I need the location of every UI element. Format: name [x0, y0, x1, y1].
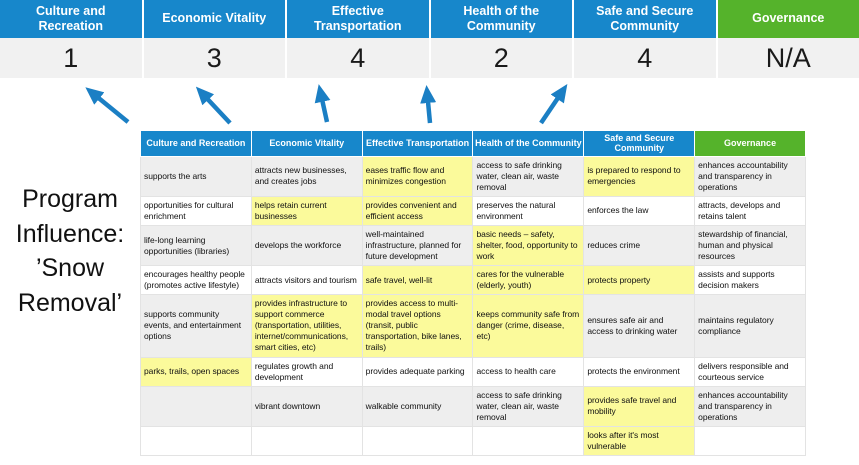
summary-score-economic-vitality: 3	[143, 38, 285, 78]
matrix-column-header-governance: Governance	[694, 130, 806, 157]
summary-score-health-of-the-community: 2	[430, 38, 572, 78]
influence-matrix: Culture and Recreation Economic Vitality E…	[140, 130, 806, 457]
arrow-to-safe-score	[539, 84, 568, 125]
matrix-cell	[472, 425, 585, 457]
matrix-cell: access to safe drinking water, clean air…	[472, 385, 585, 427]
summary-header-safe-and-secure-community: Safe and Secure Community	[574, 0, 716, 38]
matrix-cell: develops the workforce	[250, 224, 363, 267]
matrix-cell: eases traffic flow and minimizes congest…	[361, 155, 474, 197]
arrow-to-health-score	[420, 85, 437, 124]
matrix-column-header-health-of-the-community: Health of the Community	[472, 130, 585, 157]
matrix-cell: helps retain current businesses	[250, 195, 363, 226]
arrow-to-economic-score	[195, 86, 232, 125]
matrix-cell: life-long learning opportunities (librar…	[140, 224, 252, 267]
summary-score-culture-and-recreation: 1	[0, 38, 142, 78]
program-influence-label: Program Influence: ’Snow Removal’	[15, 185, 125, 317]
matrix-cell: attracts visitors and tourism	[250, 265, 363, 296]
matrix-cell: enhances accountability and transparency…	[694, 155, 806, 197]
influence-arrows	[85, 84, 568, 125]
matrix-row: supports the arts attracts new businesses…	[140, 155, 806, 197]
matrix-cell: opportunities for cultural enrichment	[140, 195, 252, 226]
matrix-cell: keeps community safe from danger (crime,…	[472, 294, 585, 358]
matrix-cell: basic needs – safety, shelter, food, opp…	[472, 224, 585, 267]
matrix-row: encourages healthy people (promotes acti…	[140, 265, 806, 296]
matrix-cell	[250, 425, 363, 457]
matrix-cell: protects the environment	[583, 356, 696, 387]
matrix-column-header-effective-transportation: Effective Transportation	[361, 130, 474, 157]
matrix-row: opportunities for cultural enrichment hel…	[140, 195, 806, 226]
matrix-cell: provides convenient and efficient access	[361, 195, 474, 226]
matrix-cell: enhances accountability and transparency…	[694, 385, 806, 427]
matrix-cell: access to health care	[472, 356, 585, 387]
summary-header-economic-vitality: Economic Vitality	[143, 0, 285, 38]
summary-header-effective-transportation: Effective Transportation	[287, 0, 429, 38]
summary-header-governance: Governance	[717, 0, 859, 38]
summary-score-safe-and-secure-community: 4	[574, 38, 716, 78]
matrix-cell: cares for the vulnerable (elderly, youth…	[472, 265, 585, 296]
matrix-cell	[140, 425, 252, 457]
matrix-cell: protects property	[583, 265, 696, 296]
matrix-cell: assists and supports decision makers	[694, 265, 806, 296]
summary-score-effective-transportation: 4	[287, 38, 429, 78]
matrix-cell	[140, 385, 252, 427]
matrix-row: supports community events, and entertain…	[140, 294, 806, 358]
matrix-cell: attracts, develops and retains talent	[694, 195, 806, 226]
matrix-row: life-long learning opportunities (librar…	[140, 224, 806, 267]
matrix-cell: enforces the law	[583, 195, 696, 226]
matrix-cell: encourages healthy people (promotes acti…	[140, 265, 252, 296]
matrix-column-header-safe-and-secure-community: Safe and Secure Community	[583, 130, 696, 157]
matrix-cell: provides adequate parking	[361, 356, 474, 387]
main-area: Program Influence: ’Snow Removal’ Cultur…	[0, 130, 859, 457]
matrix-cell: delivers responsible and courteous servi…	[694, 356, 806, 387]
matrix-cell	[694, 425, 806, 457]
matrix-cell: vibrant downtown	[250, 385, 363, 427]
summary-score-governance: N/A	[717, 38, 859, 78]
matrix-cell: supports community events, and entertain…	[140, 294, 252, 358]
arrow-to-transportation-score	[314, 84, 331, 123]
matrix-column-header-culture-and-recreation: Culture and Recreation	[140, 130, 252, 157]
summary-band: Culture and Recreation 1 Economic Vitality…	[0, 0, 859, 78]
matrix-cell: attracts new businesses, and creates job…	[250, 155, 363, 197]
matrix-cell: stewardship of financial, human and phys…	[694, 224, 806, 267]
matrix-cell: looks after it's most vulnerable	[583, 425, 696, 457]
matrix-column-header-economic-vitality: Economic Vitality	[250, 130, 363, 157]
matrix-cell: maintains regulatory compliance	[694, 294, 806, 358]
matrix-row: parks, trails, open spaces regulates grow…	[140, 356, 806, 387]
matrix-cell: provides infrastructure to support comme…	[250, 294, 363, 358]
arrow-to-culture-score	[85, 87, 130, 124]
matrix-cell: preserves the natural environment	[472, 195, 585, 226]
summary-header-culture-and-recreation: Culture and Recreation	[0, 0, 142, 38]
matrix-cell: access to safe drinking water, clean air…	[472, 155, 585, 197]
summary-header-health-of-the-community: Health of the Community	[430, 0, 572, 38]
matrix-cell: ensures safe air and access to drinking …	[583, 294, 696, 358]
matrix-cell: reduces crime	[583, 224, 696, 267]
matrix-cell: parks, trails, open spaces	[140, 356, 252, 387]
matrix-cell: supports the arts	[140, 155, 252, 197]
matrix-cell: walkable community	[361, 385, 474, 427]
matrix-header-row: Culture and Recreation Economic Vitality E…	[140, 130, 806, 157]
matrix-row: looks after it's most vulnerable	[140, 425, 806, 457]
matrix-row: vibrant downtown walkable community access…	[140, 385, 806, 427]
matrix-cell: provides safe travel and mobility	[583, 385, 696, 427]
matrix-cell: is prepared to respond to emergencies	[583, 155, 696, 197]
matrix-cell: well-maintained infrastructure, planned …	[361, 224, 474, 267]
matrix-cell	[361, 425, 474, 457]
matrix-cell: regulates growth and development	[250, 356, 363, 387]
matrix-cell: provides access to multi-modal travel op…	[361, 294, 474, 358]
matrix-cell: safe travel, well-lit	[361, 265, 474, 296]
